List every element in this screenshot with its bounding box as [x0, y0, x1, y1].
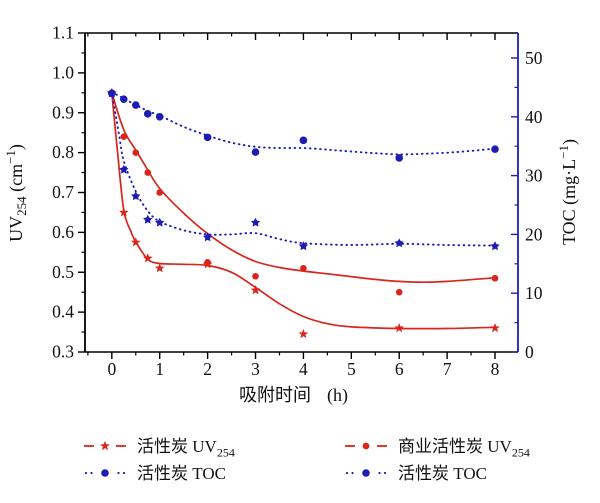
svg-text:40: 40 [525, 107, 543, 127]
legend-label: 活性炭 TOC [398, 459, 487, 487]
svg-text:0.9: 0.9 [52, 102, 74, 122]
legend-label-text: 商业活性炭 UV [398, 436, 512, 456]
legend-item-activated-carbon-toc-2: 活性炭 TOC [345, 461, 554, 485]
svg-text:1.1: 1.1 [52, 23, 74, 43]
legend-item-activated-carbon-toc: 活性炭 TOC [84, 461, 345, 485]
axis-titles: 吸附时间 (h) UV254 (cm−1) TOC (mg·L−1) [3, 139, 580, 406]
series-lines [110, 91, 496, 330]
svg-text:1: 1 [155, 359, 164, 379]
svg-text:0: 0 [525, 342, 534, 362]
svg-text:20: 20 [525, 224, 543, 244]
chart-legend: 活性炭 UV254 商业活性炭 UV254 活性炭 TOC 活性炭 TOC [84, 434, 554, 485]
svg-text:1.0: 1.0 [52, 62, 74, 82]
svg-text:2: 2 [203, 359, 212, 379]
legend-label-text: 活性炭 TOC [398, 463, 487, 483]
svg-text:TOC (mg·L−1): TOC (mg·L−1) [556, 139, 580, 245]
svg-text:8: 8 [491, 359, 500, 379]
svg-text:0.4: 0.4 [52, 302, 74, 322]
legend-label: 活性炭 TOC [137, 459, 226, 487]
svg-text:0.6: 0.6 [52, 222, 74, 242]
legend-label: 商业活性炭 UV254 [398, 432, 530, 460]
svg-text:6: 6 [395, 359, 404, 379]
chart-canvas: 0 1 2 3 4 5 6 7 8 1.1 1.0 0.9 0.8 0.7 0.6 0.5 0.4 0.3 0 10 2… [3, 23, 580, 407]
svg-text:0: 0 [107, 359, 116, 379]
legend-label-text: 活性炭 TOC [137, 463, 226, 483]
svg-text:0.7: 0.7 [52, 182, 74, 202]
svg-text:4: 4 [299, 359, 308, 379]
svg-text:30: 30 [525, 166, 543, 186]
axes: 0 1 2 3 4 5 6 7 8 1.1 1.0 0.9 0.8 0.7 0.6 0.5 0.4 0.3 0 10 2… [52, 23, 543, 380]
legend-label-sub: 254 [216, 445, 235, 460]
blue-circle-dot-icon [84, 469, 126, 477]
svg-text:吸附时间(h): 吸附时间 (h) [239, 385, 348, 406]
svg-text:3: 3 [251, 359, 260, 379]
svg-text:0.8: 0.8 [52, 142, 74, 162]
legend-label-text: 活性炭 UV [137, 436, 217, 456]
legend-item-commercial-carbon-uv254: 商业活性炭 UV254 [345, 432, 554, 460]
svg-text:5: 5 [347, 359, 356, 379]
series-markers [106, 87, 500, 339]
svg-text:UV254 (cm−1): UV254 (cm−1) [3, 144, 29, 242]
legend-item-activated-carbon-uv254: 活性炭 UV254 [84, 432, 345, 460]
svg-text:7: 7 [443, 359, 452, 379]
svg-text:0.3: 0.3 [52, 342, 74, 362]
legend-label-sub: 254 [511, 445, 530, 460]
red-circle-dash-icon [345, 442, 387, 450]
svg-text:0.5: 0.5 [52, 262, 74, 282]
svg-text:50: 50 [525, 48, 543, 68]
red-star-dash-icon [84, 440, 126, 451]
svg-text:10: 10 [525, 283, 543, 303]
legend-label: 活性炭 UV254 [137, 432, 235, 460]
blue-circle-dot-icon [345, 469, 387, 477]
